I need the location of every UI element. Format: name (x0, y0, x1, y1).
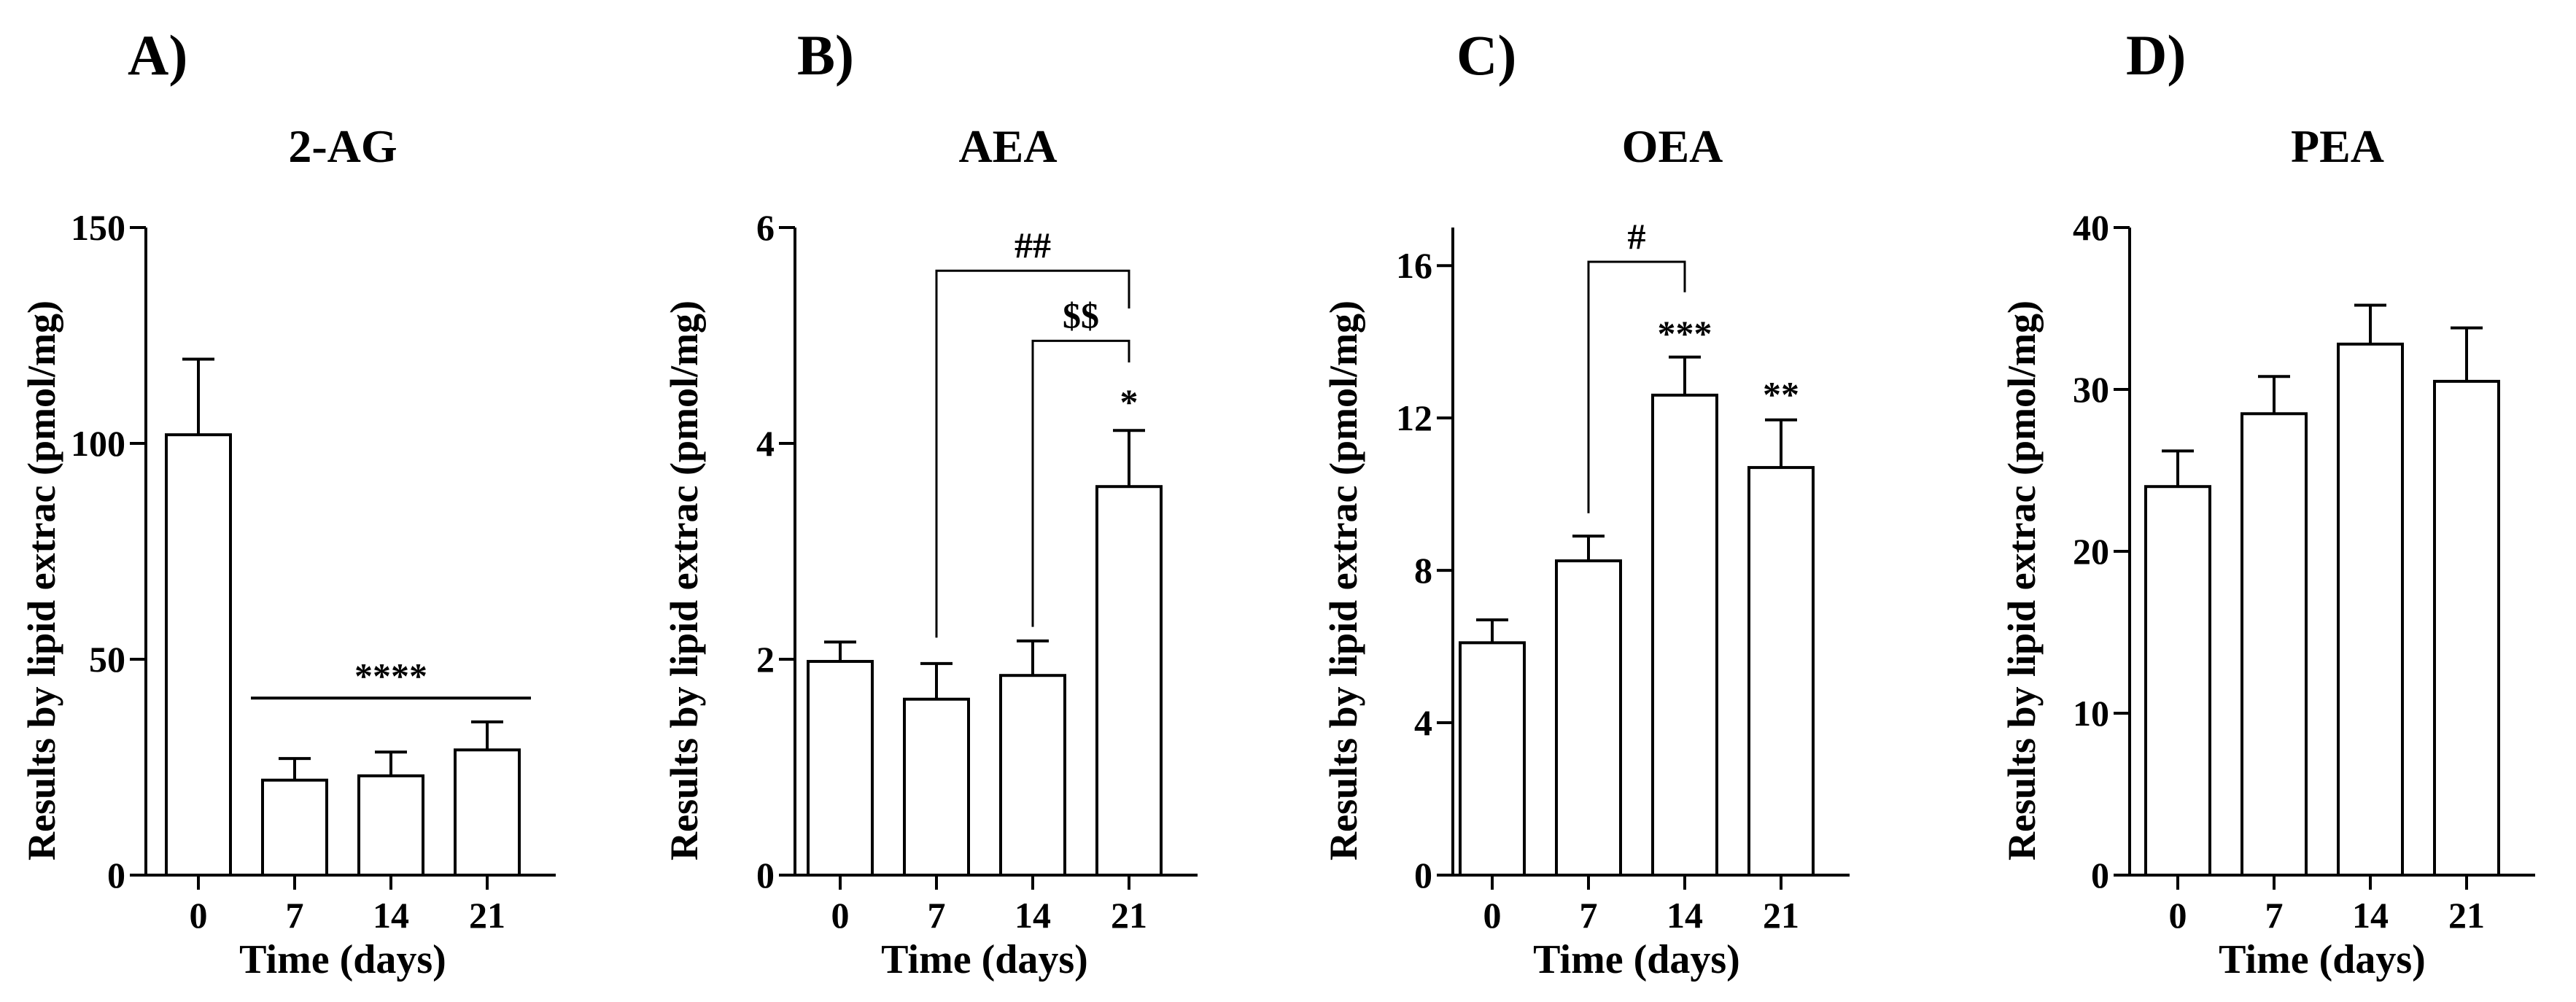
y-tick-label: 10 (2073, 693, 2109, 734)
y-tick-label: 100 (71, 423, 125, 464)
y-axis-label: Results by lipid extrac (pmol/mg) (20, 300, 63, 861)
y-tick-label: 8 (1414, 550, 1432, 591)
bar-21 (454, 748, 521, 877)
significance-bracket (935, 269, 1130, 638)
bar-21 (1095, 485, 1163, 877)
bar-14 (2337, 342, 2404, 877)
bar-14 (357, 774, 424, 877)
bar-0 (1459, 641, 1526, 877)
y-axis-label: Results by lipid extrac (pmol/mg) (2000, 300, 2044, 861)
x-tick-label: 14 (373, 895, 409, 936)
bar-7 (903, 697, 970, 877)
panel-pea: D) PEA 0 10 20 30 40 0 7 14 21 Time (days) Results b… (2000, 23, 2535, 982)
y-tick-label: 0 (1414, 855, 1432, 896)
panel-title: PEA (2291, 120, 2384, 172)
y-tick-label: 0 (2091, 855, 2109, 896)
panel-title: AEA (958, 120, 1057, 172)
x-tick-label: 21 (1763, 895, 1799, 936)
y-tick-label: 30 (2073, 369, 2109, 410)
x-tick-label: 7 (286, 895, 304, 936)
panel-letter: D) (2126, 23, 2186, 87)
x-axis-label: Time (days) (239, 937, 446, 982)
bar-0 (2144, 485, 2211, 877)
panel-2-ag: A) 2-AG 0 50 100 150 0 7 14 21 Time (days) Results … (20, 23, 556, 982)
y-tick-label: 40 (2073, 207, 2109, 248)
significance-bracket (1587, 260, 1686, 513)
bar-7 (261, 778, 328, 877)
bar-0 (165, 433, 232, 877)
x-axis-label: Time (days) (2219, 937, 2426, 982)
significance-label: ## (1015, 225, 1051, 265)
y-tick-label: 6 (756, 207, 775, 248)
bar-21 (1747, 466, 1815, 877)
x-tick-label: 21 (2448, 895, 2485, 936)
significance-label: **** (354, 655, 427, 696)
y-axis-label: Results by lipid extrac (pmol/mg) (1322, 300, 1365, 861)
y-tick-label: 0 (107, 855, 125, 896)
significance-star: *** (1658, 313, 1712, 354)
x-tick-label: 7 (2265, 895, 2284, 936)
significance-label: $$ (1063, 295, 1099, 335)
y-tick-label: 4 (756, 423, 775, 464)
x-tick-label: 0 (831, 895, 850, 936)
y-axis-label: Results by lipid extrac (pmol/mg) (662, 300, 706, 861)
panel-letter: A) (128, 23, 187, 87)
bar-14 (1651, 393, 1718, 877)
x-tick-label: 0 (190, 895, 208, 936)
bar-7 (2241, 412, 2308, 877)
panel-title: 2-AG (288, 120, 397, 172)
y-tick-label: 12 (1396, 397, 1432, 438)
significance-star: * (1120, 381, 1138, 422)
x-axis-label: Time (days) (881, 937, 1088, 982)
y-tick-label: 16 (1396, 245, 1432, 286)
significance-bracket (1031, 339, 1130, 627)
y-tick-label: 2 (756, 639, 775, 680)
y-tick-label: 20 (2073, 531, 2109, 572)
bar-7 (1555, 559, 1622, 877)
y-tick-label: 150 (71, 207, 125, 248)
x-tick-label: 14 (1667, 895, 1703, 936)
panel-oea: C) OEA 0 4 8 12 16 0 7 14 21 Time (days) Results by … (1322, 23, 1850, 982)
x-tick-label: 14 (2352, 895, 2389, 936)
y-tick-label: 50 (89, 639, 125, 680)
x-tick-label: 21 (469, 895, 505, 936)
panel-title: OEA (1622, 120, 1723, 172)
y-tick-label: 0 (756, 855, 775, 896)
panel-letter: B) (797, 23, 854, 87)
panel-letter: C) (1456, 23, 1516, 87)
x-axis-label: Time (days) (1533, 937, 1740, 982)
bar-0 (807, 659, 874, 877)
panel-aea: B) AEA 0 2 4 6 0 7 14 21 Time (days) Results by lip… (662, 23, 1198, 982)
significance-star: ** (1763, 374, 1799, 415)
significance-label: # (1628, 216, 1646, 257)
x-tick-label: 7 (1580, 895, 1598, 936)
x-tick-label: 0 (1483, 895, 1502, 936)
bar-14 (999, 674, 1066, 877)
x-tick-label: 0 (2169, 895, 2187, 936)
x-tick-label: 7 (928, 895, 946, 936)
y-tick-label: 4 (1414, 702, 1432, 743)
bar-21 (2433, 379, 2500, 877)
x-tick-label: 21 (1111, 895, 1147, 936)
x-tick-label: 14 (1015, 895, 1051, 936)
